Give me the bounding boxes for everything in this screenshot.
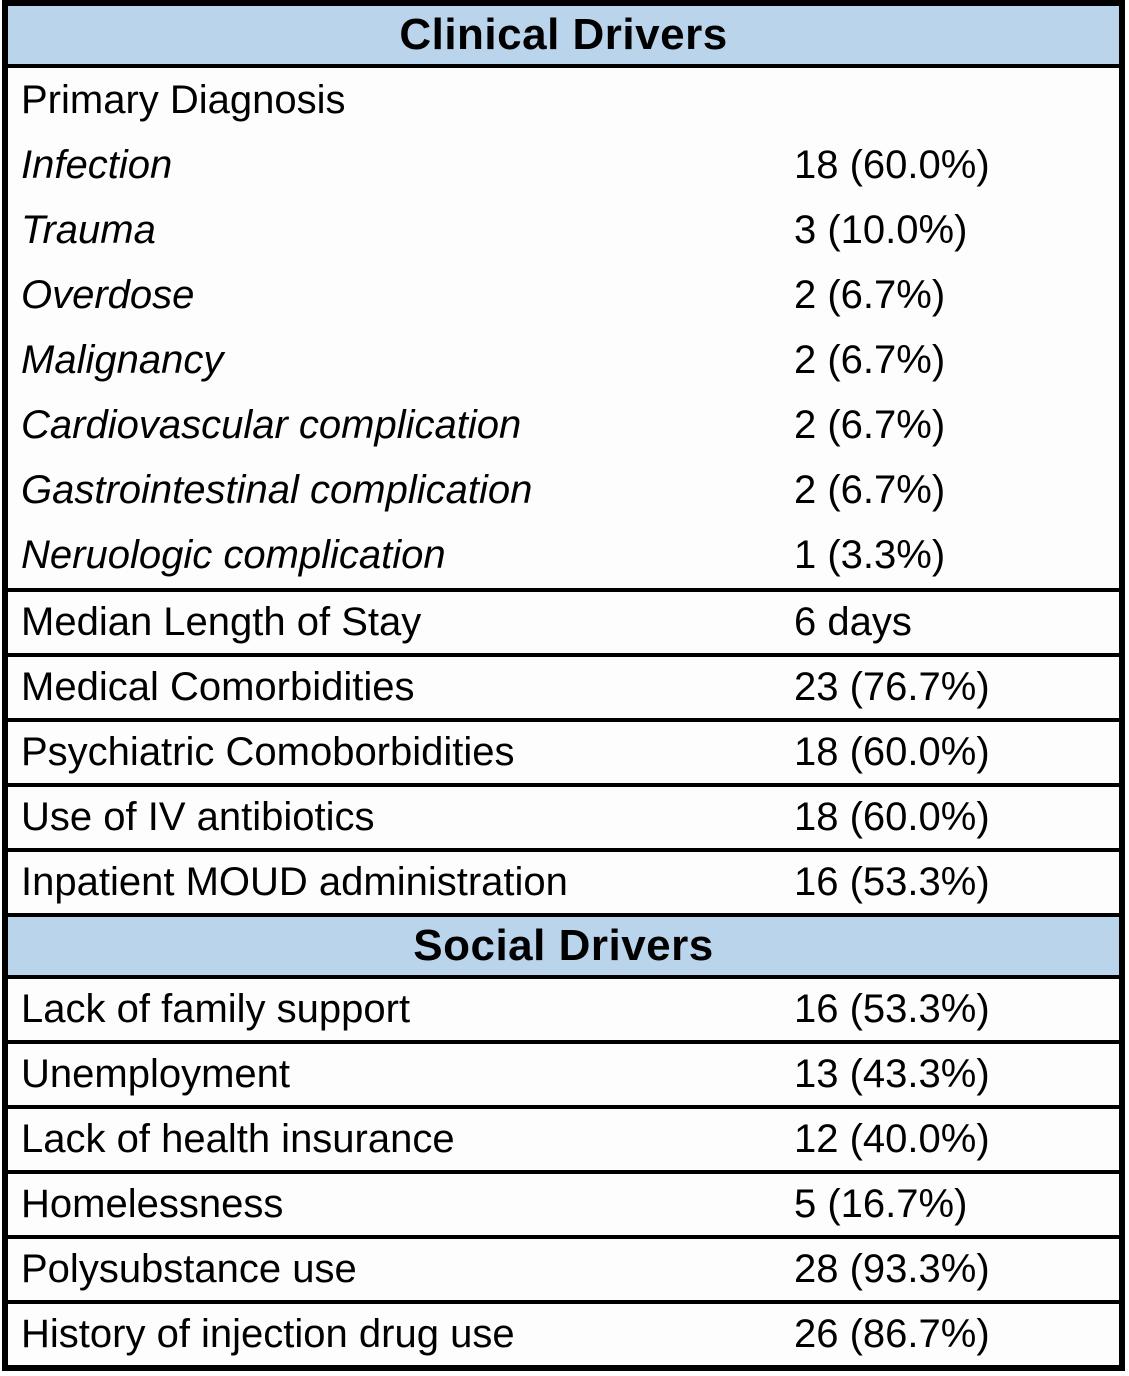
row-value: 16 (53.3%) — [794, 987, 990, 1031]
row-value: 5 (16.7%) — [794, 1182, 968, 1226]
row-label: Trauma — [21, 208, 156, 252]
row-block: Unemployment 13 (43.3%) — [8, 1040, 1119, 1105]
table-row: Median Length of Stay 6 days — [8, 592, 1119, 653]
table-row: Use of IV antibiotics 18 (60.0%) — [8, 787, 1119, 848]
row-label: Homelessness — [21, 1182, 284, 1226]
row-block: Psychiatric Comoborbidities 18 (60.0%) — [8, 718, 1119, 783]
row-value: 18 (60.0%) — [794, 143, 990, 187]
diagnosis-sub-row: Infection 18 (60.0%) — [8, 133, 1119, 198]
table-row: Psychiatric Comoborbidities 18 (60.0%) — [8, 722, 1119, 783]
table-row: Lack of family support 16 (53.3%) — [8, 979, 1119, 1040]
row-block: Use of IV antibiotics 18 (60.0%) — [8, 783, 1119, 848]
row-label: Primary Diagnosis — [21, 78, 346, 122]
primary-diagnosis-group: Primary Diagnosis Infection 18 (60.0%) Trau… — [8, 64, 1119, 588]
row-value: 28 (93.3%) — [794, 1247, 990, 1291]
row-value: 16 (53.3%) — [794, 860, 990, 904]
row-label: Medical Comorbidities — [21, 665, 415, 709]
row-label: Inpatient MOUD administration — [21, 860, 568, 904]
table-row: Polysubstance use 28 (93.3%) — [8, 1239, 1119, 1300]
diagnosis-sub-row: Malignancy 2 (6.7%) — [8, 328, 1119, 393]
row-value: 26 (86.7%) — [794, 1312, 990, 1356]
diagnosis-sub-row: Gastrointestinal complication 2 (6.7%) — [8, 458, 1119, 523]
row-block: Lack of health insurance 12 (40.0%) — [8, 1105, 1119, 1170]
row-block: Medical Comorbidities 23 (76.7%) — [8, 653, 1119, 718]
row-value: 2 (6.7%) — [794, 403, 946, 447]
row-label: Polysubstance use — [21, 1247, 357, 1291]
row-value: 18 (60.0%) — [794, 795, 990, 839]
row-value: 2 (6.7%) — [794, 468, 946, 512]
row-label: Lack of family support — [21, 987, 411, 1031]
row-label: Lack of health insurance — [21, 1117, 455, 1161]
row-block: Homelessness 5 (16.7%) — [8, 1170, 1119, 1235]
row-label: History of injection drug use — [21, 1312, 515, 1356]
table-row: Unemployment 13 (43.3%) — [8, 1044, 1119, 1105]
table-row: Medical Comorbidities 23 (76.7%) — [8, 657, 1119, 718]
row-label: Neruologic complication — [21, 533, 446, 577]
row-value: 23 (76.7%) — [794, 665, 990, 709]
section-header-clinical-drivers: Clinical Drivers — [8, 6, 1119, 64]
row-value: 1 (3.3%) — [794, 533, 946, 577]
diagnosis-sub-row: Cardiovascular complication 2 (6.7%) — [8, 393, 1119, 458]
table-row: Lack of health insurance 12 (40.0%) — [8, 1109, 1119, 1170]
row-block: Polysubstance use 28 (93.3%) — [8, 1235, 1119, 1300]
row-label: Psychiatric Comoborbidities — [21, 730, 515, 774]
row-value: 2 (6.7%) — [794, 273, 946, 317]
diagnosis-sub-row: Neruologic complication 1 (3.3%) — [8, 523, 1119, 588]
row-label: Malignancy — [21, 338, 224, 382]
table-row: History of injection drug use 26 (86.7%) — [8, 1304, 1119, 1365]
row-label: Cardiovascular complication — [21, 403, 522, 447]
row-label: Infection — [21, 143, 173, 187]
row-label: Unemployment — [21, 1052, 291, 1096]
section-header-social-drivers: Social Drivers — [8, 913, 1119, 975]
row-value: 6 days — [794, 600, 912, 644]
row-label: Gastrointestinal complication — [21, 468, 533, 512]
row-block: History of injection drug use 26 (86.7%) — [8, 1300, 1119, 1365]
row-value: 13 (43.3%) — [794, 1052, 990, 1096]
row-label: Overdose — [21, 273, 195, 317]
diagnosis-sub-row: Overdose 2 (6.7%) — [8, 263, 1119, 328]
row-block: Median Length of Stay 6 days — [8, 588, 1119, 653]
row-value: 18 (60.0%) — [794, 730, 990, 774]
table-row: Inpatient MOUD administration 16 (53.3%) — [8, 852, 1119, 913]
diagnosis-sub-row: Primary Diagnosis — [8, 68, 1119, 133]
row-value: 12 (40.0%) — [794, 1117, 990, 1161]
row-value: 2 (6.7%) — [794, 338, 946, 382]
row-block: Inpatient MOUD administration 16 (53.3%) — [8, 848, 1119, 913]
table-row: Homelessness 5 (16.7%) — [8, 1174, 1119, 1235]
row-block: Lack of family support 16 (53.3%) — [8, 975, 1119, 1040]
row-label: Use of IV antibiotics — [21, 795, 375, 839]
diagnosis-sub-row: Trauma 3 (10.0%) — [8, 198, 1119, 263]
row-value: 3 (10.0%) — [794, 208, 968, 252]
row-label: Median Length of Stay — [21, 600, 422, 644]
